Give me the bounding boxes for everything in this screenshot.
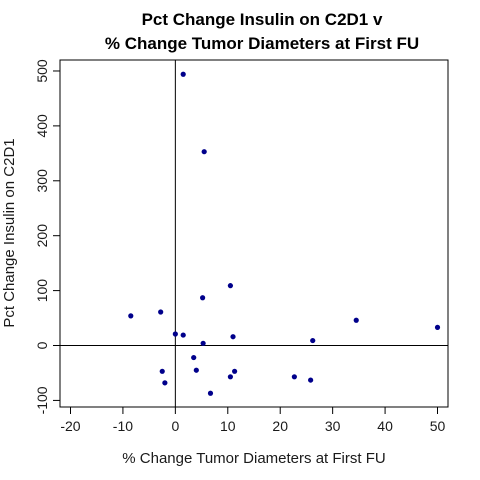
y-tick-label: 100 bbox=[34, 279, 50, 303]
data-point bbox=[354, 318, 359, 323]
x-tick-label: 30 bbox=[325, 418, 341, 434]
data-point bbox=[191, 355, 196, 360]
data-point bbox=[308, 377, 313, 382]
data-point bbox=[194, 368, 199, 373]
data-point bbox=[310, 338, 315, 343]
data-point bbox=[230, 334, 235, 339]
x-axis: -20 -10 0 10 20 30 40 50 bbox=[60, 407, 445, 434]
x-tick-label: 40 bbox=[377, 418, 393, 434]
data-point bbox=[232, 369, 237, 374]
plot-frame bbox=[60, 60, 448, 407]
chart-title-line-1: Pct Change Insulin on C2D1 v bbox=[142, 10, 383, 29]
y-tick-label: 500 bbox=[34, 59, 50, 83]
x-tick-label: 50 bbox=[430, 418, 446, 434]
chart-title-line-2: % Change Tumor Diameters at First FU bbox=[105, 34, 419, 53]
x-tick-label: -10 bbox=[113, 418, 133, 434]
x-axis-label: % Change Tumor Diameters at First FU bbox=[122, 450, 385, 467]
y-axis-label: Pct Change Insulin on C2D1 bbox=[1, 138, 18, 327]
y-tick-label: -100 bbox=[34, 386, 50, 414]
data-point bbox=[181, 72, 186, 77]
y-tick-label: 200 bbox=[34, 224, 50, 248]
reference-lines bbox=[60, 60, 448, 407]
x-tick-label: 20 bbox=[272, 418, 288, 434]
y-tick-label: 300 bbox=[34, 169, 50, 193]
data-point bbox=[228, 374, 233, 379]
data-point bbox=[158, 309, 163, 314]
x-tick-label: 0 bbox=[171, 418, 179, 434]
x-tick-label: -20 bbox=[60, 418, 80, 434]
data-point bbox=[208, 391, 213, 396]
data-point bbox=[201, 341, 206, 346]
data-point bbox=[435, 325, 440, 330]
data-point bbox=[128, 313, 133, 318]
y-tick-label: 0 bbox=[34, 341, 50, 349]
data-point bbox=[181, 332, 186, 337]
y-axis: -100 0 100 200 300 400 500 bbox=[34, 59, 60, 414]
data-point bbox=[200, 295, 205, 300]
data-point bbox=[173, 331, 178, 336]
data-point bbox=[162, 380, 167, 385]
data-point bbox=[202, 149, 207, 154]
x-tick-label: 10 bbox=[220, 418, 236, 434]
data-point bbox=[292, 374, 297, 379]
data-point bbox=[160, 369, 165, 374]
data-point bbox=[228, 283, 233, 288]
y-tick-label: 400 bbox=[34, 114, 50, 138]
